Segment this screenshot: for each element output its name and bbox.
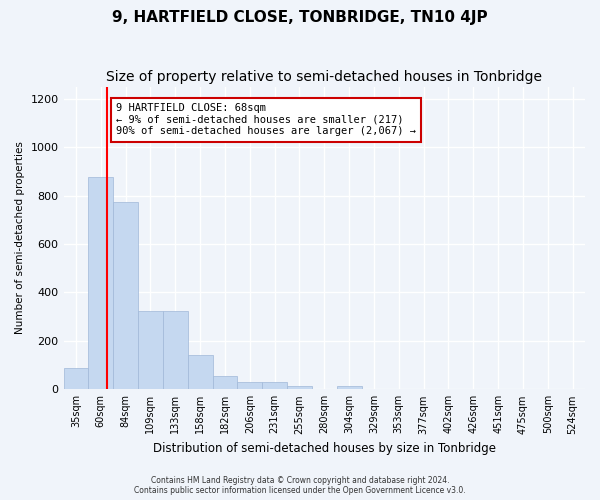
Bar (64, 368, 88, 390)
Text: Contains HM Land Registry data © Crown copyright and database right 2024.
Contai: Contains HM Land Registry data © Crown c… (134, 476, 466, 495)
Title: Size of property relative to semi-detached houses in Tonbridge: Size of property relative to semi-detach… (106, 70, 542, 84)
Bar (163, 310, 188, 390)
Bar (188, 356, 212, 390)
Text: 9 HARTFIELD CLOSE: 68sqm
← 9% of semi-detached houses are smaller (217)
90% of s: 9 HARTFIELD CLOSE: 68sqm ← 9% of semi-de… (116, 103, 416, 136)
X-axis label: Distribution of semi-detached houses by size in Tonbridge: Distribution of semi-detached houses by … (153, 442, 496, 455)
Bar (262, 382, 287, 390)
Text: 9, HARTFIELD CLOSE, TONBRIDGE, TN10 4JP: 9, HARTFIELD CLOSE, TONBRIDGE, TN10 4JP (112, 10, 488, 25)
Y-axis label: Number of semi-detached properties: Number of semi-detached properties (15, 142, 25, 334)
Bar (238, 382, 262, 390)
Bar (337, 386, 362, 390)
Bar (212, 376, 238, 390)
Bar (138, 310, 163, 390)
Bar (287, 386, 312, 390)
Bar (113, 202, 138, 390)
Bar (88, 178, 113, 390)
